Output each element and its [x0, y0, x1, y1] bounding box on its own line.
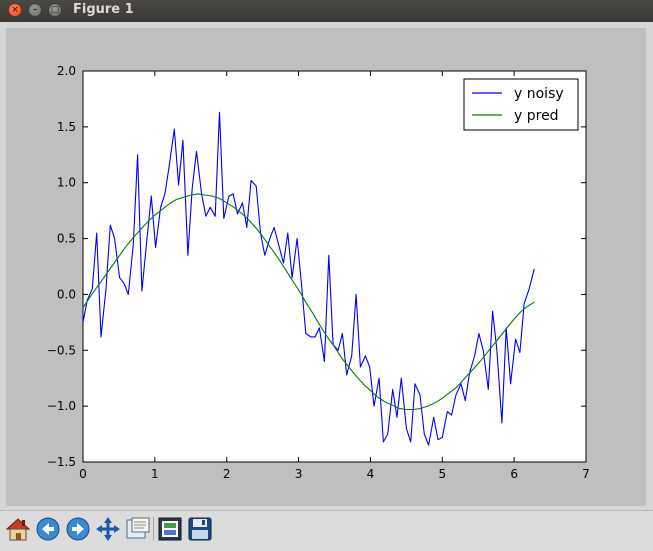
arrow-right-icon [66, 517, 90, 541]
figure-canvas: 0 1 2 3 4 5 6 7 −1.5 −1.0 −0.5 0.0 0.5 1.0 1.5 2.0 y no… [6, 28, 646, 506]
figure-window: 0 1 2 3 4 5 6 7 −1.5 −1.0 −0.5 0.0 0.5 1.0 1.5 2.0 y no… [0, 22, 653, 551]
move-icon [96, 517, 120, 541]
forward-button[interactable] [64, 515, 92, 543]
x-tick-label: 5 [438, 467, 446, 481]
y-tick-label: 1.0 [57, 176, 76, 190]
x-tick-label: 1 [151, 467, 159, 481]
zoom-button[interactable] [124, 515, 152, 543]
y-tick-label: 1.5 [57, 120, 76, 134]
y-tick-label: −0.5 [47, 343, 76, 357]
pan-button[interactable] [94, 515, 122, 543]
navigation-toolbar [0, 510, 653, 551]
back-button[interactable] [34, 515, 62, 543]
window-maximize-button[interactable]: □ [48, 3, 62, 17]
axes-background [82, 70, 587, 463]
home-button[interactable] [4, 515, 32, 543]
x-tick-label: 2 [223, 467, 231, 481]
save-icon [188, 517, 212, 541]
y-tick-label: 2.0 [57, 64, 76, 78]
subplots-icon [158, 517, 182, 541]
window-minimize-button[interactable]: – [28, 3, 42, 17]
y-tick-label: 0.0 [57, 287, 76, 301]
legend-label-y-noisy: y noisy [514, 86, 564, 102]
series-line-y-noisy [82, 111, 535, 446]
toolbar-separator [153, 517, 154, 541]
arrow-left-icon [36, 517, 60, 541]
y-tick-label: −1.5 [47, 455, 76, 469]
line-chart: 0 1 2 3 4 5 6 7 −1.5 −1.0 −0.5 0.0 0.5 1.0 1.5 2.0 y no… [47, 64, 590, 481]
x-tick-label: 0 [79, 467, 87, 481]
home-icon [5, 518, 31, 541]
zoom-rect-icon [126, 517, 150, 539]
x-tick-label: 4 [367, 467, 375, 481]
window-titlebar[interactable]: × – □ Figure 1 [0, 0, 653, 22]
x-tick-label: 3 [295, 467, 303, 481]
window-title: Figure 1 [73, 2, 134, 17]
series-line-y-pred [82, 193, 535, 411]
x-tick-label: 7 [582, 467, 590, 481]
save-button[interactable] [186, 515, 214, 543]
subplots-button[interactable] [156, 515, 184, 543]
x-tick-label: 6 [510, 467, 518, 481]
y-tick-label: −1.0 [47, 399, 76, 413]
chart-legend: y noisy y pred [463, 78, 579, 131]
legend-label-y-pred: y pred [514, 108, 559, 124]
legend-box [463, 78, 579, 131]
y-tick-label: 0.5 [57, 232, 76, 246]
window-close-button[interactable]: × [8, 3, 22, 17]
